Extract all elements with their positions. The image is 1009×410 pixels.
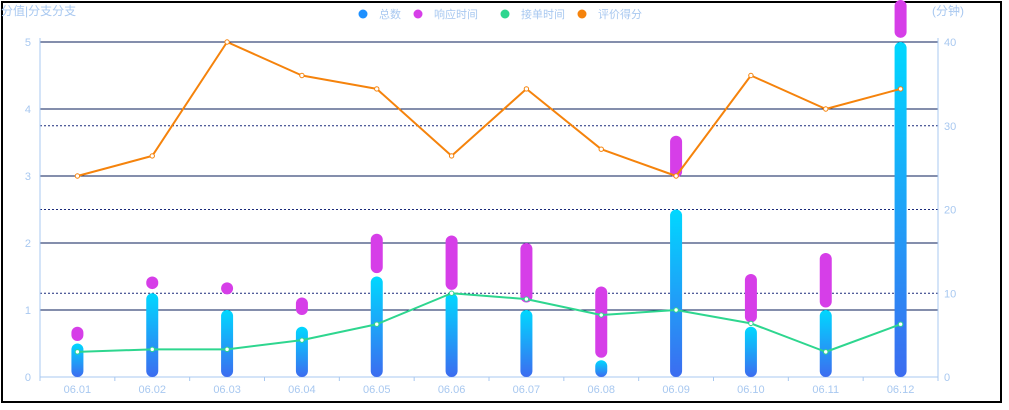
bar-total <box>295 326 308 377</box>
bar-total <box>71 343 84 377</box>
bar-response-time <box>71 326 84 341</box>
right-tick-label: 10 <box>944 288 956 300</box>
rating-score-point <box>598 146 604 152</box>
rating-score-line <box>77 41 901 177</box>
x-tick-label: 06.05 <box>363 384 391 396</box>
left-tick-label: 1 <box>25 305 31 317</box>
right-tick-label: 40 <box>944 37 956 49</box>
grid-layer <box>40 41 938 311</box>
right-tick-label: 0 <box>944 372 950 384</box>
x-tick-label: 06.09 <box>662 384 690 396</box>
rating-score-point <box>897 86 904 92</box>
bar-total <box>595 360 608 377</box>
x-tick-label: 06.12 <box>887 384 915 396</box>
rating-score-point <box>823 106 829 112</box>
x-tick-label: 06.03 <box>213 384 241 396</box>
left-tick-label: 4 <box>25 104 31 116</box>
x-tick-label: 06.01 <box>64 384 92 396</box>
right-axis-title: (分钟) <box>932 3 964 18</box>
legend-label: 评价得分 <box>598 8 642 21</box>
pickup-time-point <box>673 307 679 313</box>
legend-marker <box>500 9 510 19</box>
left-axis-title: 分值|分支分支 <box>1 3 76 18</box>
bar-response-time <box>670 135 683 178</box>
rating-score-point <box>673 173 679 179</box>
legend-marker <box>358 9 368 19</box>
x-tick-label: 06.10 <box>737 384 765 396</box>
legend: 总数 响应时间 接单时间 评价得分 <box>358 7 642 21</box>
pickup-time-line <box>77 292 901 353</box>
right-tick-label: 20 <box>944 205 956 217</box>
rating-score-point <box>299 72 305 79</box>
bar-total <box>520 310 533 377</box>
pickup-time-point <box>374 321 380 327</box>
bar-total <box>670 209 683 377</box>
bar-response-time <box>520 243 533 303</box>
left-tick-label: 5 <box>25 37 31 49</box>
pickup-time-point <box>74 349 81 355</box>
legend-marker <box>413 9 423 19</box>
bar-total <box>744 326 757 377</box>
pickup-time-point <box>523 296 530 302</box>
lines-layer <box>74 39 904 355</box>
bar-response-time <box>894 0 907 38</box>
pickup-time-point <box>149 346 155 353</box>
bar-total <box>894 42 907 377</box>
rating-score-point <box>523 86 530 92</box>
legend-marker <box>577 9 587 19</box>
bar-response-time <box>221 282 234 295</box>
legend-label: 接单时间 <box>521 8 565 21</box>
rating-score-point <box>374 86 380 92</box>
legend-label: 总数 <box>379 7 401 21</box>
bar-response-time <box>445 235 458 290</box>
bar-total <box>819 310 832 377</box>
rating-score-point <box>74 173 81 179</box>
bar-total <box>146 293 159 377</box>
x-tick-label: 06.11 <box>812 384 839 396</box>
bar-response-time <box>595 286 608 358</box>
bar-response-time <box>744 273 757 323</box>
rating-score-point <box>149 153 155 159</box>
x-tick-label: 06.07 <box>513 384 541 396</box>
x-tick-label: 06.08 <box>587 384 615 396</box>
chart-frame <box>1 1 1002 403</box>
bar-total <box>221 310 234 377</box>
x-tick-label: 06.02 <box>138 384 166 396</box>
x-tick-label: 06.06 <box>438 384 466 396</box>
legend-label: 响应时间 <box>434 7 478 21</box>
bar-response-time <box>146 276 159 290</box>
bar-response-time <box>819 253 832 308</box>
pickup-time-point <box>897 321 904 327</box>
bar-response-time <box>370 233 383 274</box>
pickup-time-point <box>224 346 230 353</box>
rating-score-point <box>448 153 455 159</box>
x-tick-label: 06.04 <box>288 384 316 396</box>
rating-score-point <box>748 72 754 79</box>
bar-response-time <box>295 297 308 316</box>
range-layer <box>71 0 907 358</box>
bar-total <box>445 293 458 377</box>
pickup-time-point <box>448 290 455 296</box>
left-tick-label: 3 <box>25 171 31 183</box>
pickup-time-point <box>299 337 305 343</box>
axes-layer: 分值|分支分支 (分钟) 0 1 2 3 4 5 0 10 20 30 40 06.01 06.02 06… <box>1 3 964 396</box>
left-tick-label: 2 <box>25 238 31 250</box>
right-tick-label: 30 <box>944 121 956 133</box>
pickup-time-point <box>823 349 829 355</box>
pickup-time-point <box>598 312 604 318</box>
rating-score-point <box>224 39 230 45</box>
pickup-time-point <box>748 320 754 327</box>
bars-layer <box>71 42 907 377</box>
left-tick-label: 0 <box>25 372 31 384</box>
